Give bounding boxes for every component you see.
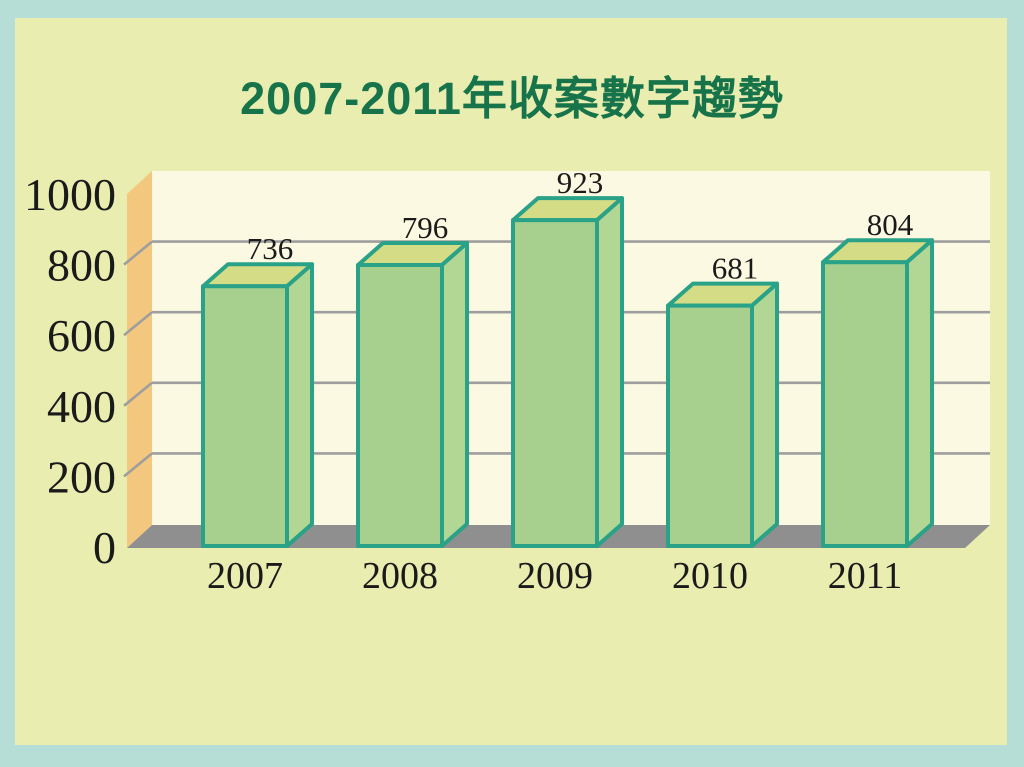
bar-2009 (511, 196, 624, 548)
chart-title: 2007-2011年收案數字趨勢 (240, 73, 784, 124)
data-label-2008: 796 (402, 210, 449, 245)
data-label-2010: 681 (712, 251, 759, 286)
axis-tick-200 (123, 452, 153, 478)
bar-front-face (511, 218, 599, 548)
y-axis-label-800: 800 (47, 240, 116, 291)
bar-front-face (821, 260, 909, 548)
bar-side-face (285, 262, 314, 548)
bar-2008 (356, 241, 469, 548)
x-axis-label-2009: 2009 (517, 555, 593, 597)
data-label-2011: 804 (867, 207, 914, 242)
data-label-2007: 736 (247, 231, 294, 266)
plot-side-wall (127, 171, 152, 548)
y-axis-label-400: 400 (47, 381, 116, 432)
bar-front-face (201, 284, 289, 548)
y-axis-label-1000: 1000 (24, 169, 116, 220)
bar-front-face (666, 303, 754, 548)
x-axis-label-2010: 2010 (672, 555, 748, 597)
data-label-2009: 923 (557, 165, 604, 200)
axis-tick-600 (123, 311, 153, 337)
x-axis-label-2011: 2011 (828, 555, 903, 597)
axis-tick-400 (123, 381, 153, 407)
y-axis-label-600: 600 (47, 310, 116, 361)
bar-2007 (201, 262, 314, 548)
bar-front-face (356, 263, 444, 548)
bar-side-face (905, 238, 934, 548)
x-axis-label-2008: 2008 (362, 555, 438, 597)
bar-side-face (595, 196, 624, 548)
axis-tick-800 (123, 240, 153, 266)
bar-side-face (750, 281, 779, 548)
y-axis-label-200: 200 (47, 451, 116, 502)
y-axis-label-0: 0 (93, 522, 116, 573)
bar-side-face (440, 241, 469, 548)
bar-2011 (821, 238, 934, 548)
x-axis-label-2007: 2007 (207, 555, 283, 597)
bar-2010 (666, 281, 779, 548)
